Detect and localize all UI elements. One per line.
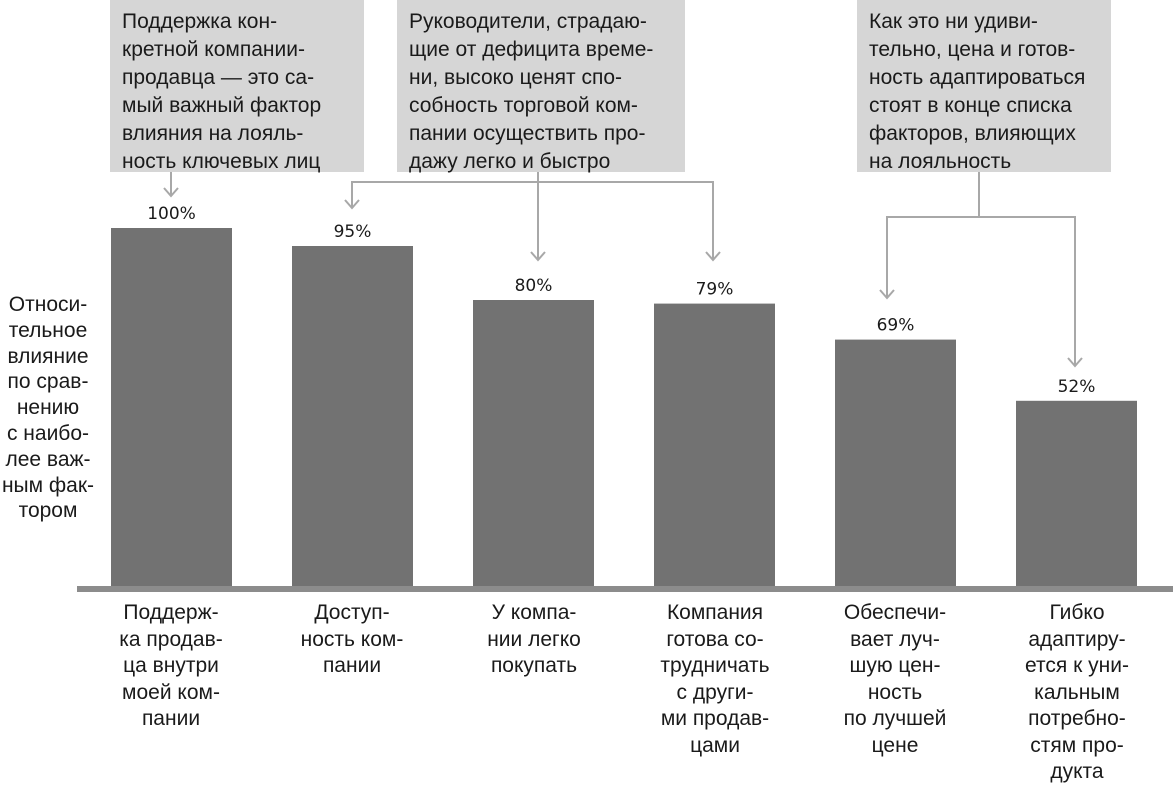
connector-line xyxy=(351,181,714,260)
connector-line xyxy=(979,216,1076,366)
arrow-head xyxy=(344,199,360,210)
value-label: 80% xyxy=(515,276,553,296)
value-label: 69% xyxy=(877,316,915,336)
arrow-head xyxy=(530,251,546,262)
bar xyxy=(1016,400,1137,588)
category-label: Гибко адаптиру- ется к уни- кальным потр… xyxy=(1025,601,1129,783)
bar xyxy=(473,300,594,588)
bar xyxy=(292,246,413,588)
annotation-callout-2: Руководители, страдаю- щие от дефицита в… xyxy=(397,0,685,173)
category-label: У компа- нии легко покупать xyxy=(487,601,581,677)
callout-connectors xyxy=(163,172,1083,368)
category-label: Поддерж- ка продав- ца внутри моей ком- … xyxy=(119,601,223,730)
annotation-callout-3: Как это ни удиви- тельно, цена и готов- … xyxy=(857,0,1111,173)
bars-group xyxy=(111,228,1137,588)
value-label: 52% xyxy=(1058,377,1096,397)
bar xyxy=(835,339,956,588)
value-label: 79% xyxy=(696,280,734,300)
value-labels-group: 100% 95% 80% 79% 69% 52% xyxy=(147,204,1095,397)
category-label: Доступ- ность ком- пании xyxy=(300,601,404,677)
bar xyxy=(111,228,232,588)
arrow-head xyxy=(1067,357,1083,368)
y-axis-label: Относи- тельное влияние по срав- нению с… xyxy=(1,293,95,523)
category-label: Обеспечи- вает луч- шую цен- ность по лу… xyxy=(843,601,947,757)
arrow-head xyxy=(705,251,721,262)
category-label: Компания готова со- трудничать с други- … xyxy=(660,601,770,757)
connector-line xyxy=(886,172,980,298)
bar xyxy=(654,303,775,588)
value-label: 95% xyxy=(334,222,372,242)
arrow-head xyxy=(163,187,179,198)
arrow-head xyxy=(879,289,895,300)
annotation-callout-1: Поддержка кон- кретной компании- продавц… xyxy=(110,0,364,173)
value-label: 100% xyxy=(147,204,196,224)
